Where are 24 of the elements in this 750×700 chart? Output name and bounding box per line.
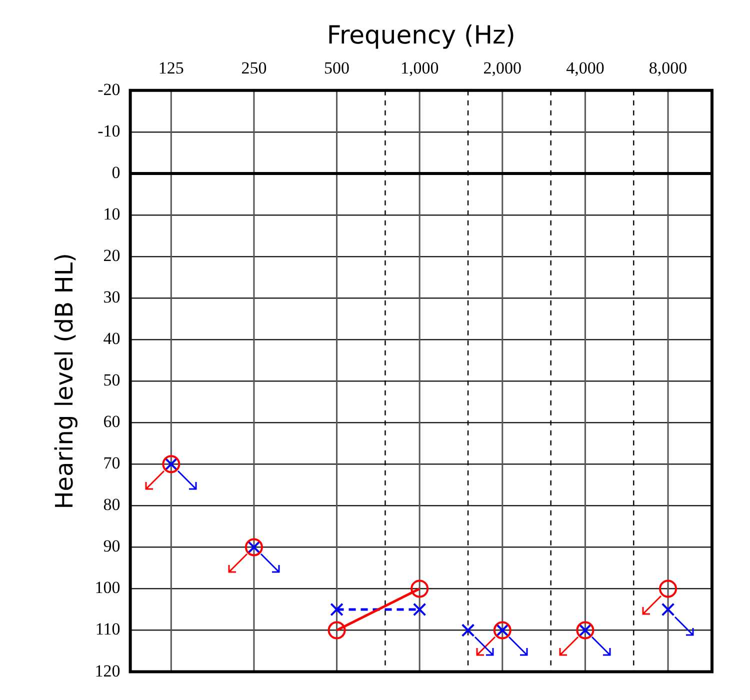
x-tick-label: 4,000 xyxy=(566,58,604,78)
y-tick-label: 70 xyxy=(103,454,120,473)
y-tick-label: 120 xyxy=(94,661,120,680)
y-tick-label: 50 xyxy=(103,370,120,390)
y-axis-title: Hearing level (dB HL) xyxy=(50,252,79,510)
y-tick-label: 60 xyxy=(103,412,120,432)
y-tick-label: 110 xyxy=(95,620,120,639)
y-tick-label: 40 xyxy=(103,329,120,348)
y-tick-label: -10 xyxy=(98,121,120,140)
x-axis-title: Frequency (Hz) xyxy=(326,20,516,50)
y-tick-label: 30 xyxy=(103,288,120,307)
x-tick-label: 2,000 xyxy=(483,58,522,78)
x-tick-label: 8,000 xyxy=(648,58,688,78)
x-tick-label: 1,000 xyxy=(400,58,439,78)
x-tick-label: 500 xyxy=(324,58,350,78)
y-tick-label: 90 xyxy=(103,536,120,556)
x-tick-label: 250 xyxy=(241,58,267,78)
y-tick-label: 10 xyxy=(103,204,120,224)
y-tick-label: 80 xyxy=(103,495,120,514)
y-tick-label: 0 xyxy=(112,162,120,182)
x-tick-label: 125 xyxy=(158,58,184,78)
y-tick-label: -20 xyxy=(98,80,120,99)
y-tick-label: 100 xyxy=(94,578,120,598)
y-tick-label: 20 xyxy=(103,246,120,265)
